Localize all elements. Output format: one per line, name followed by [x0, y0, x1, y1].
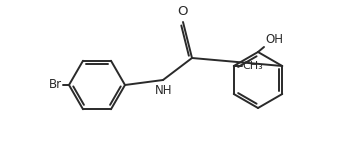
Text: OH: OH [265, 33, 283, 46]
Text: Br: Br [49, 78, 62, 92]
Text: NH: NH [155, 84, 173, 97]
Text: O: O [178, 5, 188, 18]
Text: CH₃: CH₃ [243, 61, 263, 71]
